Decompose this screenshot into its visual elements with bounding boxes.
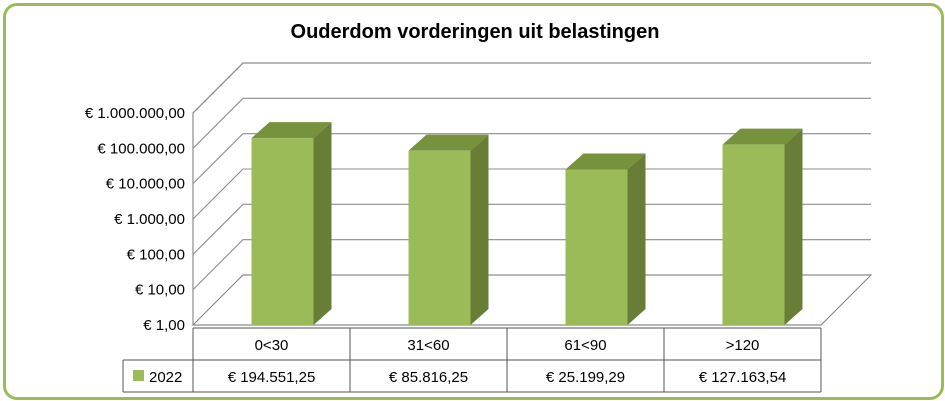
y-tick-label: € 100,00	[127, 246, 185, 263]
data-label: € 85.816,25	[389, 369, 468, 386]
bar-top	[722, 128, 803, 145]
data-label: € 194.551,25	[228, 369, 316, 386]
bar-top	[251, 122, 332, 139]
bar-side	[313, 122, 332, 326]
bar-side	[470, 134, 489, 325]
bar-front	[722, 144, 785, 325]
chart-frame: Ouderdom vorderingen uit belastingen € 1…	[3, 3, 944, 400]
bar	[251, 122, 332, 326]
bar-side	[627, 153, 646, 325]
chart-title: Ouderdom vorderingen uit belastingen	[291, 21, 660, 43]
y-tick-label: € 1.000.000,00	[85, 105, 185, 122]
y-tick-label: € 10,00	[135, 282, 185, 299]
legend-swatch	[133, 370, 144, 381]
x-tick-label: 31<60	[407, 337, 449, 354]
bar	[565, 153, 646, 325]
x-tick-label: 0<30	[255, 337, 289, 354]
y-tick-label: € 1,00	[143, 317, 185, 334]
legend-label: 2022	[149, 369, 182, 386]
bar-front	[408, 150, 471, 325]
gridline	[192, 168, 871, 220]
bar-front	[251, 138, 314, 325]
gridline	[192, 97, 871, 149]
y-tick-label: € 1.000,00	[114, 211, 185, 228]
bar	[408, 134, 489, 325]
data-label: € 127.163,54	[699, 369, 787, 386]
data-table: 0<30 31<60 61<90 >120 2022 € 194.551,25 € 85.8…	[122, 327, 822, 393]
bar-top	[565, 153, 646, 170]
y-tick-label: € 100.000,00	[97, 140, 185, 157]
gridline	[192, 239, 871, 291]
y-tick-label: € 10.000,00	[106, 176, 185, 193]
x-tick-label: >120	[726, 337, 760, 354]
y-axis-ticks: € 1,00 € 10,00 € 100,00 € 1.000,00 € 10.000,…	[85, 105, 185, 334]
gridline	[192, 203, 871, 255]
x-tick-label: 61<90	[564, 337, 606, 354]
chart-bars	[251, 122, 803, 326]
chart-svg: Ouderdom vorderingen uit belastingen € 1…	[85, 21, 873, 393]
gridline	[192, 133, 871, 185]
gridline	[192, 62, 871, 114]
bar	[722, 128, 803, 325]
data-label: € 25.199,29	[546, 369, 625, 386]
bar-top	[408, 134, 489, 151]
bar-side	[784, 128, 803, 325]
bar-front	[565, 169, 628, 325]
